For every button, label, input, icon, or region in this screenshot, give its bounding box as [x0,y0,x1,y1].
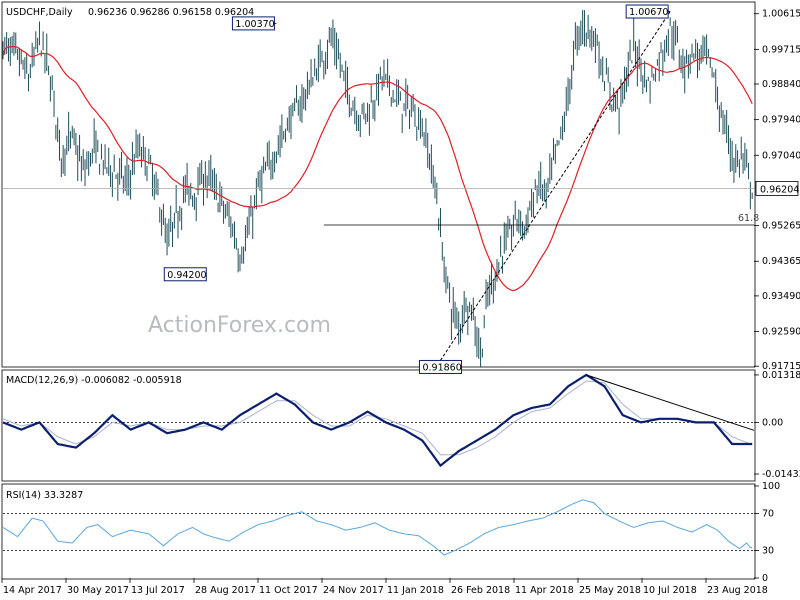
price-annotation-label: 0.94200 [167,270,206,281]
price-annotation-box [418,359,462,374]
x-tick-label: 11 Apr 2018 [515,585,574,596]
rsi-tick-label: 100 [762,481,780,492]
macd-trendline [586,374,755,431]
x-tick-label: 13 Jul 2017 [131,585,185,596]
macd-tick-label: 0.00 [762,417,783,428]
chart-symbol-label: USDCHF,Daily [6,7,73,18]
price-annotation-label: 0.91860 [422,362,461,373]
rsi-line [2,499,753,556]
x-tick-label: 30 May 2017 [67,585,129,596]
y-tick-label: 0.97940 [762,115,800,126]
x-tick-label: 23 Aug 2018 [707,585,768,596]
rsi-title: RSI(14) 33.3287 [6,490,83,501]
x-tick-label: 28 Aug 2017 [195,585,256,596]
watermark: ActionForex.com [148,313,331,338]
macd-line [2,373,753,468]
macd-panel-frame [1,369,756,482]
y-tick-label: 0.91715 [762,361,800,372]
rsi-tick-label: 30 [762,545,774,556]
chart-ohlc-label: 0.96236 0.96286 0.96158 0.96204 [88,7,254,18]
moving-average-line [2,45,753,292]
y-tick-label: 0.92590 [762,327,800,338]
price-annotation-label: 1.00670 [629,7,668,18]
current-price-label: 0.96204 [760,184,799,195]
macd-title: MACD(12,26,9) -0.006082 -0.005918 [6,375,182,386]
y-tick-label: 0.98840 [762,79,800,90]
current-price-box [755,181,799,196]
x-tick-label: 25 May 2018 [579,585,641,596]
y-tick-label: 1.00615 [762,9,800,20]
y-tick-label: 0.95265 [762,221,800,232]
x-tick-label: 10 Jul 2018 [643,585,697,596]
price-panel-frame [1,1,756,368]
x-tick-label: 24 Nov 2017 [323,585,384,596]
x-tick-label: 11 Jan 2018 [387,585,444,596]
rsi-tick-label: 0 [762,573,768,584]
y-tick-label: 0.94365 [762,256,800,267]
x-tick-label: 11 Oct 2017 [259,585,318,596]
x-tick-label: 14 Apr 2017 [3,585,62,596]
rsi-tick-label: 70 [762,509,774,520]
price-annotation-box [163,267,207,282]
macd-tick-label: 0.013184 [762,370,800,381]
y-tick-label: 0.93490 [762,291,800,302]
x-tick-label: 26 Feb 2018 [451,585,510,596]
y-tick-label: 0.97040 [762,150,800,161]
rsi-panel-frame [1,483,756,580]
price-annotation-label: 1.00370 [235,19,274,30]
y-tick-label: 0.99715 [762,44,800,55]
macd-tick-label: -0.014339 [762,469,800,480]
fib-level-label: 61.8 [738,213,759,224]
